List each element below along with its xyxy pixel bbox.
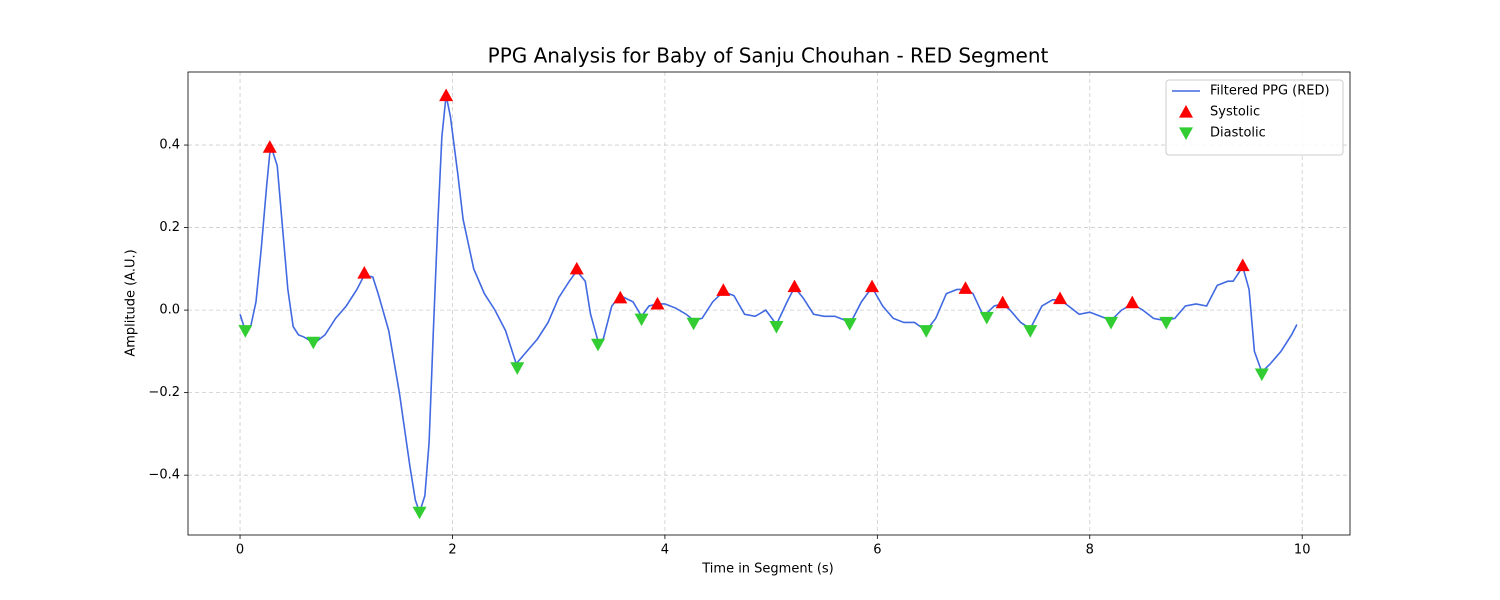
chart-title: PPG Analysis for Baby of Sanju Chouhan -… [488,44,1049,68]
legend-label: Filtered PPG (RED) [1210,84,1330,99]
systolic-marker [650,296,665,310]
y-tick-label: 0.0 [159,303,180,318]
x-tick-label: 8 [1086,543,1094,558]
x-tick-label: 10 [1294,543,1311,558]
x-axis-label: Time in Segment (s) [701,562,833,577]
y-tick-label: −0.2 [148,385,180,400]
legend-swatch [1179,127,1193,140]
diastolic-marker [634,313,649,327]
diastolic-marker [842,318,857,331]
systolic-marker [958,281,973,294]
plot-area [188,72,1350,535]
diastolic-marker [919,325,934,338]
x-tick-label: 0 [236,543,244,558]
diastolic-marker [238,325,253,338]
x-tick-label: 6 [873,543,881,558]
diastolic-marker [979,311,994,325]
legend-box [1165,79,1344,156]
legend-label: Systolic [1210,105,1260,120]
diastolic-marker [686,317,701,331]
y-axis-label: Amplitude (A.U.) [124,249,139,356]
axes-frame [187,71,1351,536]
y-tick-label: 0.4 [159,138,180,153]
diastolic-marker [769,321,784,334]
systolic-marker [262,140,277,153]
systolic-marker [716,283,731,296]
systolic-marker [787,279,802,293]
diastolic-marker [510,362,525,375]
systolic-marker [439,88,454,102]
legend-swatch [1179,105,1193,118]
diastolic-marker [1159,316,1174,330]
systolic-marker [1053,291,1068,305]
systolic-marker [569,261,584,275]
y-tick-label: −0.4 [148,468,180,483]
systolic-marker [357,265,372,279]
diastolic-marker [1104,316,1119,330]
diastolic-marker [590,338,605,352]
diastolic-marker [1254,368,1269,382]
diastolic-marker [412,506,427,520]
systolic-marker [1235,258,1250,272]
diastolic-marker [1023,325,1038,338]
systolic-marker [1125,295,1140,309]
systolic-marker [613,290,628,304]
diastolic-marker [306,336,321,350]
x-tick-label: 2 [448,543,456,558]
y-tick-label: 0.2 [159,220,180,235]
systolic-marker [995,295,1010,309]
systolic-marker [865,279,880,293]
x-tick-label: 4 [661,543,669,558]
legend-label: Diastolic [1210,126,1266,141]
